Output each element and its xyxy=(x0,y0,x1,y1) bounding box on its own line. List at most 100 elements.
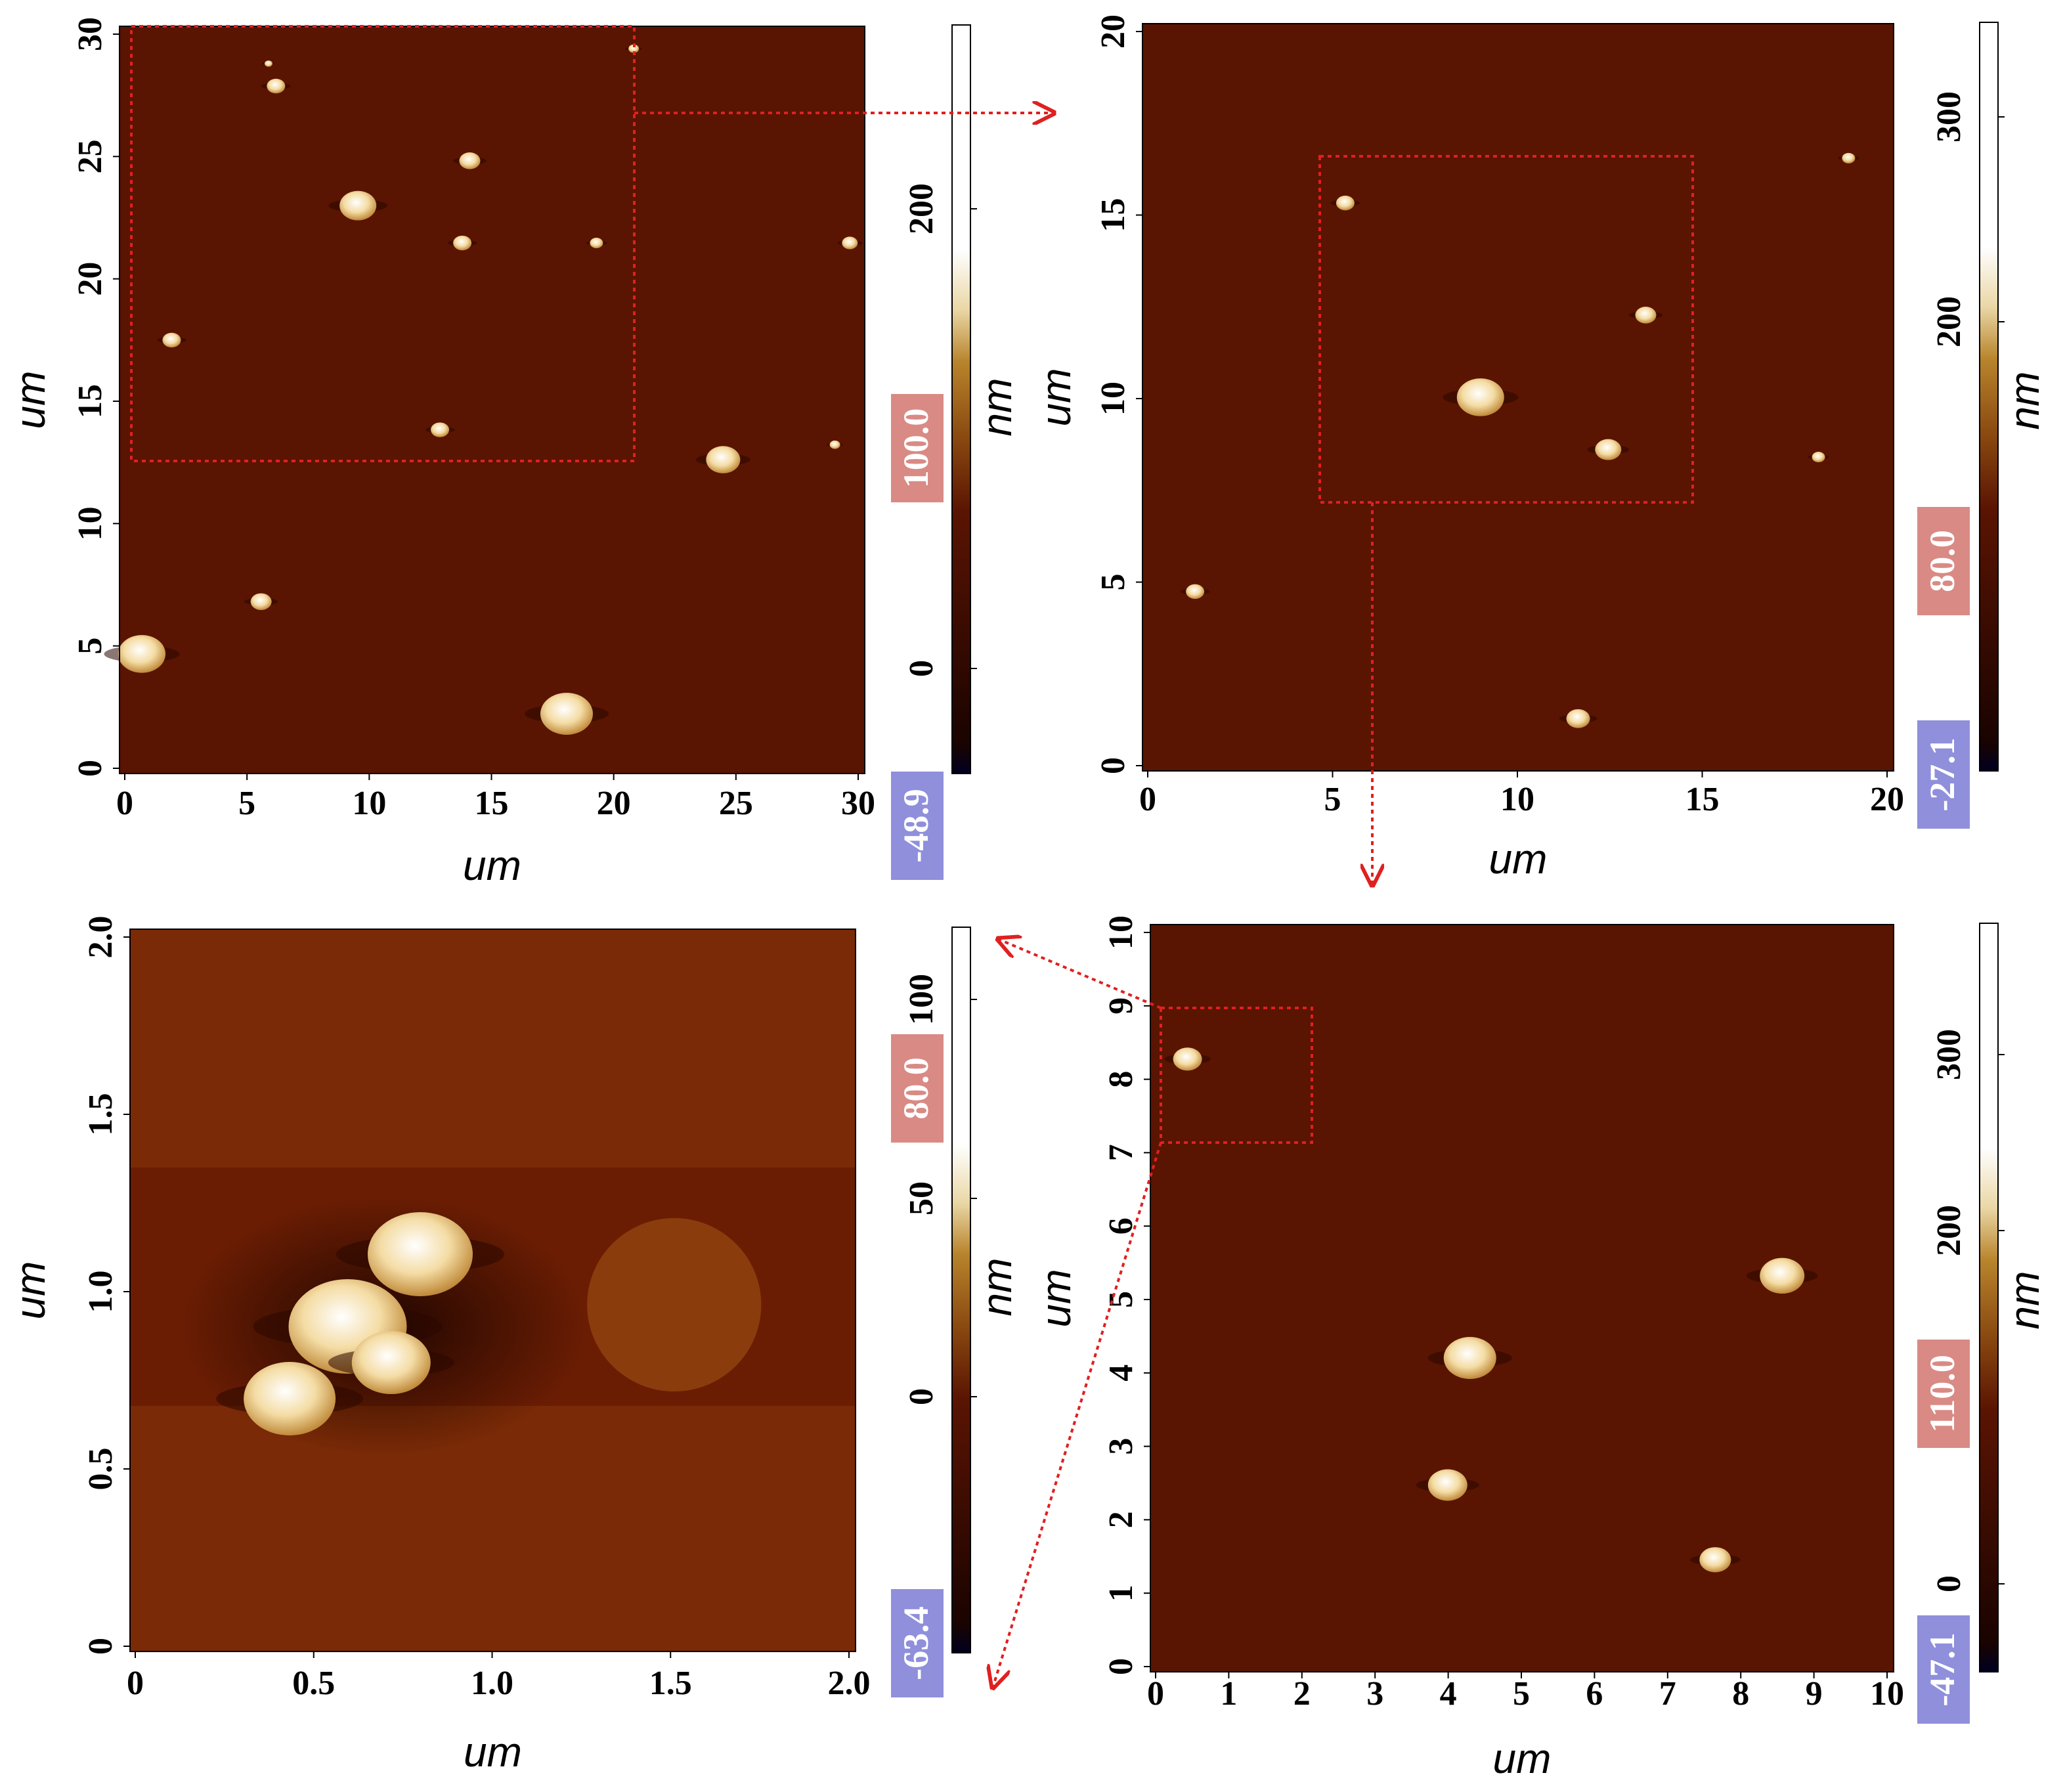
x-tick-label: 1.5 xyxy=(649,1665,692,1702)
x-tick-label: 4 xyxy=(1440,1675,1457,1713)
x-tick-label: 0.5 xyxy=(292,1665,335,1702)
x-tick-label: 10 xyxy=(352,785,386,822)
x-tick-label: 10 xyxy=(1870,1675,1904,1713)
y-tick-label: 1.0 xyxy=(82,1271,120,1313)
colorbar-tick-label: 100 xyxy=(903,974,940,1025)
x-tick-label: 2 xyxy=(1293,1675,1311,1713)
x-tick-label: 25 xyxy=(719,785,753,822)
y-tick-label: 4 xyxy=(1102,1365,1140,1382)
x-tick-label: 2.0 xyxy=(828,1665,871,1702)
particle xyxy=(1427,1469,1467,1501)
colorbar-unit: nm xyxy=(973,378,1020,437)
y-tick-label: 7 xyxy=(1102,1144,1140,1161)
afm-height-map xyxy=(1150,925,1894,1672)
y-tick-label: 9 xyxy=(1102,997,1140,1015)
particle xyxy=(1173,1047,1202,1071)
max-height-badge xyxy=(1917,1340,1970,1448)
x-axis-title: um xyxy=(1493,1735,1552,1782)
x-tick-label: 7 xyxy=(1659,1675,1676,1713)
y-tick-label: 1 xyxy=(1102,1584,1140,1602)
colorbar-tick-label: 0 xyxy=(1930,1575,1968,1592)
particle xyxy=(1842,152,1856,164)
zoom-arrow-c-d-bottom xyxy=(993,1142,1162,1688)
y-tick-label: 3 xyxy=(1102,1438,1140,1455)
particle xyxy=(1595,439,1622,460)
x-tick-label: 10 xyxy=(1500,781,1534,818)
colorbar-unit: nm xyxy=(2001,372,2048,430)
x-tick-label: 5 xyxy=(1324,781,1341,818)
x-tick-label: 3 xyxy=(1366,1675,1383,1713)
y-tick-label: 0 xyxy=(1102,1658,1140,1675)
min-height-badge xyxy=(891,772,944,880)
min-height-badge xyxy=(1917,1615,1970,1724)
particle xyxy=(351,1331,431,1394)
y-tick-label: 0.5 xyxy=(82,1448,120,1491)
colorbar-tick-label: 50 xyxy=(903,1181,940,1215)
min-height-label: -27.1 xyxy=(1923,737,1962,811)
x-axis-title: um xyxy=(463,842,521,889)
x-axis-title: um xyxy=(1489,835,1548,883)
y-tick-label: 20 xyxy=(72,262,109,296)
max-height-badge xyxy=(1917,507,1970,615)
particle xyxy=(368,1212,473,1296)
y-tick-label: 0 xyxy=(1095,757,1132,774)
y-tick-label: 15 xyxy=(72,384,109,418)
colorbar-tick-label: 200 xyxy=(1930,1205,1968,1256)
colorbar xyxy=(951,24,971,774)
colorbar-unit: nm xyxy=(2001,1271,2048,1330)
panel-d: 0 0.5 1.0 1.5 2.0 0 0.5 1.0 1.5 2.0 um um 0 50 100 nm 80… xyxy=(7,916,1020,1776)
particle xyxy=(706,446,741,473)
particle xyxy=(540,692,593,735)
y-tick-label: 0 xyxy=(72,760,109,777)
x-tick-label: 1.0 xyxy=(471,1665,513,1702)
colorbar-tick-label: 300 xyxy=(1930,1029,1968,1080)
zoom-arrow-c-d-top xyxy=(998,939,1162,1009)
x-tick-label: 0 xyxy=(1139,781,1156,818)
particle xyxy=(1635,307,1657,324)
particle xyxy=(459,152,481,169)
y-tick-label: 1.5 xyxy=(82,1093,120,1136)
particle xyxy=(1443,1337,1496,1380)
colorbar-tick-label: 200 xyxy=(1930,296,1968,347)
x-tick-label: 0 xyxy=(116,785,133,822)
y-axis-title: um xyxy=(1032,1269,1079,1328)
colorbar xyxy=(951,927,971,1653)
y-tick-label: 0 xyxy=(82,1638,120,1655)
zoom-box-a xyxy=(130,25,636,462)
y-axis-title: um xyxy=(7,371,54,429)
colorbar-tick-label: 0 xyxy=(903,1388,940,1405)
bright-region xyxy=(587,1218,762,1391)
x-tick-label: 20 xyxy=(1870,781,1904,818)
particle xyxy=(162,332,181,348)
min-height-badge xyxy=(1917,720,1970,829)
y-tick-label: 5 xyxy=(72,638,109,655)
x-tick-label: 6 xyxy=(1586,1675,1603,1713)
y-axis-title: um xyxy=(7,1261,54,1320)
particle xyxy=(118,635,166,673)
colorbar-tick-label: 200 xyxy=(903,183,940,234)
panel-c: 0 1 2 3 4 5 6 7 8 9 10 0 1 2 3 4 5 6 7 8 9 10 um um 0 200 300 nm 110… xyxy=(1032,915,2048,1782)
max-height-label: 80.0 xyxy=(896,1057,936,1120)
colorbar-tick-label: 0 xyxy=(903,660,940,677)
x-axis-title: um xyxy=(464,1728,522,1776)
zoom-box-b xyxy=(1318,155,1694,504)
y-tick-label: 5 xyxy=(1095,574,1132,591)
max-height-label: 100.0 xyxy=(896,408,936,489)
y-tick-label: 10 xyxy=(1102,915,1140,950)
x-tick-label: 5 xyxy=(1513,1675,1530,1713)
x-tick-label: 30 xyxy=(841,785,875,822)
y-tick-label: 2.0 xyxy=(82,916,120,959)
particle xyxy=(1336,195,1355,211)
max-height-label: 80.0 xyxy=(1923,530,1962,592)
particle xyxy=(1186,584,1205,600)
particle xyxy=(842,236,858,250)
particle xyxy=(431,422,450,437)
afm-height-map xyxy=(120,26,865,774)
y-axis-title: um xyxy=(1032,368,1079,427)
panels: 0 5 10 15 20 25 30051015202530umum0200nm100.0-… xyxy=(7,14,2048,1782)
particle xyxy=(339,190,377,221)
y-tick-label: 15 xyxy=(1095,198,1132,232)
particle xyxy=(590,238,603,249)
particle xyxy=(250,593,272,611)
